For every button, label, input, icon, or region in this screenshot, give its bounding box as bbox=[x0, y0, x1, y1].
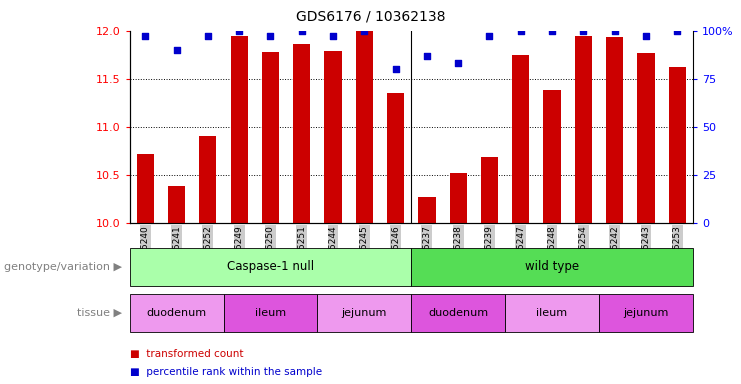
Text: duodenum: duodenum bbox=[428, 308, 488, 318]
Bar bbox=[512, 55, 529, 223]
Text: ileum: ileum bbox=[536, 308, 568, 318]
Bar bbox=[481, 157, 498, 223]
Bar bbox=[418, 197, 436, 223]
Text: duodenum: duodenum bbox=[147, 308, 207, 318]
Bar bbox=[450, 173, 467, 223]
Point bbox=[170, 47, 182, 53]
Bar bbox=[637, 53, 654, 223]
Point bbox=[546, 28, 558, 34]
Point bbox=[608, 28, 620, 34]
Bar bbox=[230, 36, 247, 223]
Bar bbox=[168, 186, 185, 223]
Text: jejunum: jejunum bbox=[623, 308, 668, 318]
Bar bbox=[262, 52, 279, 223]
Point bbox=[421, 53, 433, 59]
Point bbox=[390, 66, 402, 72]
Point bbox=[577, 28, 589, 34]
Bar bbox=[293, 44, 310, 223]
Bar bbox=[606, 38, 623, 223]
Text: ileum: ileum bbox=[255, 308, 286, 318]
Bar bbox=[356, 31, 373, 223]
Text: genotype/variation ▶: genotype/variation ▶ bbox=[4, 262, 122, 272]
Text: GDS6176 / 10362138: GDS6176 / 10362138 bbox=[296, 10, 445, 23]
Point bbox=[640, 33, 652, 40]
Bar bbox=[668, 67, 686, 223]
Point bbox=[139, 33, 151, 40]
Point bbox=[327, 33, 339, 40]
Point bbox=[296, 28, 308, 34]
Point bbox=[233, 28, 245, 34]
Point bbox=[359, 28, 370, 34]
Text: ■  transformed count: ■ transformed count bbox=[130, 349, 243, 359]
Point bbox=[671, 28, 683, 34]
Bar bbox=[575, 36, 592, 223]
Text: tissue ▶: tissue ▶ bbox=[77, 308, 122, 318]
Text: Caspase-1 null: Caspase-1 null bbox=[227, 260, 314, 273]
Bar bbox=[325, 51, 342, 223]
Text: wild type: wild type bbox=[525, 260, 579, 273]
Point bbox=[515, 28, 527, 34]
Point bbox=[484, 33, 496, 40]
Text: jejunum: jejunum bbox=[342, 308, 387, 318]
Bar bbox=[136, 154, 154, 223]
Bar bbox=[199, 136, 216, 223]
Bar bbox=[543, 90, 561, 223]
Text: ■  percentile rank within the sample: ■ percentile rank within the sample bbox=[130, 367, 322, 377]
Point bbox=[265, 33, 276, 40]
Point bbox=[202, 33, 214, 40]
Bar bbox=[387, 93, 405, 223]
Point bbox=[452, 60, 464, 66]
